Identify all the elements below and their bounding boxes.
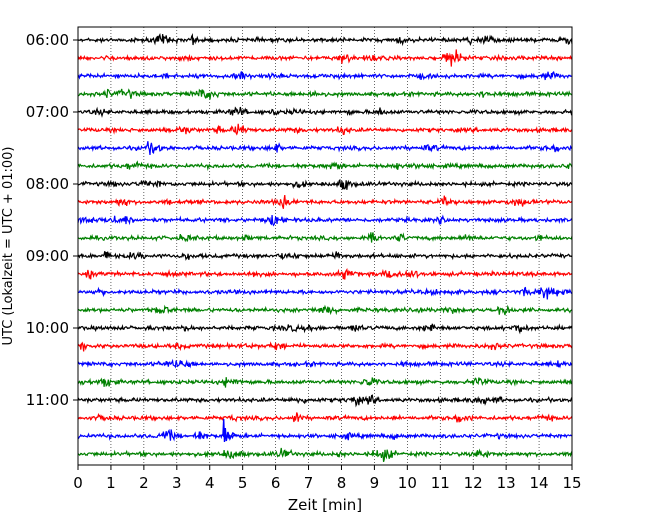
trace-row-17 bbox=[77, 341, 573, 352]
event-marker bbox=[222, 418, 238, 443]
x-tick-label-4: 4 bbox=[205, 474, 215, 492]
seismic-traces bbox=[77, 33, 573, 462]
y-tick-label-0800: 08:00 bbox=[26, 175, 69, 193]
trace-row-6 bbox=[77, 141, 573, 156]
y-tick-label-1100: 11:00 bbox=[26, 391, 69, 409]
y-axis-label: UTC (Lokalzeit = UTC + 01:00) bbox=[1, 147, 16, 346]
y-tick-label-1000: 10:00 bbox=[26, 319, 69, 337]
trace-row-9 bbox=[77, 194, 573, 209]
event-spike bbox=[222, 418, 238, 443]
trace-row-21 bbox=[77, 412, 573, 423]
x-tick-label-7: 7 bbox=[304, 474, 314, 492]
trace-row-5 bbox=[77, 123, 573, 136]
trace-row-20 bbox=[77, 394, 573, 408]
x-tick-label-1: 1 bbox=[106, 474, 116, 492]
x-tick-label-11: 11 bbox=[431, 474, 450, 492]
x-tick-label-15: 15 bbox=[562, 474, 581, 492]
trace-row-8 bbox=[77, 178, 573, 190]
trace-row-18 bbox=[77, 358, 573, 369]
plot-frame bbox=[77, 26, 573, 466]
trace-row-2 bbox=[77, 70, 573, 81]
trace-row-19 bbox=[77, 377, 573, 388]
x-tick-label-9: 9 bbox=[370, 474, 380, 492]
trace-row-0 bbox=[77, 33, 573, 47]
x-axis-ticks: 0 1 2 3 4 5 6 7 8 9 10 11 12 13 14 15 bbox=[73, 465, 582, 492]
x-tick-label-5: 5 bbox=[238, 474, 248, 492]
grid-lines bbox=[110, 27, 540, 465]
trace-row-16 bbox=[77, 323, 573, 335]
trace-row-4 bbox=[77, 106, 573, 118]
x-tick-label-13: 13 bbox=[497, 474, 516, 492]
trace-row-10 bbox=[77, 214, 573, 227]
trace-row-22 bbox=[77, 428, 573, 442]
x-tick-label-14: 14 bbox=[530, 474, 549, 492]
y-tick-label-0900: 09:00 bbox=[26, 247, 69, 265]
trace-row-7 bbox=[77, 160, 573, 171]
trace-row-1 bbox=[77, 49, 573, 67]
y-tick-label-0700: 07:00 bbox=[26, 103, 69, 121]
x-tick-label-6: 6 bbox=[271, 474, 281, 492]
x-tick-label-10: 10 bbox=[398, 474, 417, 492]
x-tick-label-12: 12 bbox=[464, 474, 483, 492]
y-tick-label-0600: 06:00 bbox=[26, 31, 69, 49]
trace-row-12 bbox=[77, 251, 573, 261]
trace-row-15 bbox=[77, 304, 573, 316]
trace-row-11 bbox=[77, 232, 573, 243]
trace-row-14 bbox=[77, 286, 573, 300]
y-axis-ticks: 06:00 07:00 08:00 09:00 10:00 11:00 bbox=[26, 31, 78, 409]
trace-row-13 bbox=[77, 268, 573, 280]
x-tick-label-8: 8 bbox=[337, 474, 347, 492]
plot-background bbox=[78, 27, 572, 465]
x-tick-label-2: 2 bbox=[139, 474, 149, 492]
x-tick-label-0: 0 bbox=[73, 474, 83, 492]
x-axis-label: Zeit [min] bbox=[288, 496, 362, 514]
trace-row-3 bbox=[77, 88, 573, 100]
trace-row-23 bbox=[77, 447, 573, 462]
x-tick-label-3: 3 bbox=[172, 474, 182, 492]
